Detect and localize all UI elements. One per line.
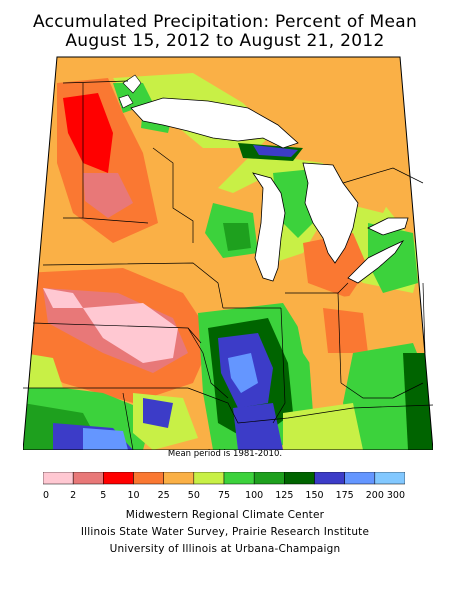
legend-tick-label: 5	[100, 490, 106, 501]
credit-line-2: Illinois State Water Survey, Prairie Res…	[80, 526, 370, 538]
legend-tick-label: 25	[158, 490, 170, 501]
legend-tick-label: 2	[70, 490, 76, 501]
credit-line-1: Midwestern Regional Climate Center	[125, 509, 325, 521]
lake-nipigon	[122, 74, 142, 94]
legend-swatch	[72, 472, 104, 485]
lake-superior	[130, 97, 299, 149]
legend-tick-label: 10	[127, 490, 139, 501]
legend-swatch	[223, 472, 255, 485]
legend-tick-label: 0	[43, 490, 49, 501]
legend-swatch	[103, 472, 134, 485]
lake-erie	[347, 240, 405, 284]
legend-swatch	[314, 472, 345, 485]
map-frame	[23, 56, 433, 450]
mean-period-note: Mean period is 1981-2010.	[167, 449, 283, 459]
legend-tick-label: 300	[387, 490, 405, 501]
color-legend: 0 2 5 10 25 50 75 100 125 150 175 200 300	[43, 472, 405, 501]
map-title: Accumulated Precipitation: Percent of Me…	[32, 12, 418, 32]
legend-swatch	[374, 472, 405, 485]
legend-tick-label: 200	[366, 490, 384, 501]
state-boundaries	[23, 80, 433, 450]
lake-of-woods	[118, 94, 134, 109]
legend-swatch	[163, 472, 195, 485]
legend-tick-label: 100	[245, 490, 263, 501]
legend-tick-label: 50	[188, 490, 200, 501]
legend-tick-label: 175	[336, 490, 354, 501]
legend-swatch	[253, 472, 285, 485]
precipitation-map	[23, 56, 433, 450]
legend-swatch	[193, 472, 225, 485]
map-subtitle: August 15, 2012 to August 21, 2012	[65, 31, 385, 51]
legend-swatch	[43, 472, 74, 485]
legend-swatch	[133, 472, 164, 485]
lake-ontario	[367, 217, 409, 236]
legend-tick-label: 150	[305, 490, 323, 501]
legend-tick-label: 75	[218, 490, 230, 501]
lake-michigan	[252, 172, 286, 282]
legend-swatch	[284, 472, 315, 485]
legend-tick-label: 125	[275, 490, 293, 501]
legend-swatch	[344, 472, 376, 485]
credit-line-3: University of Illinois at Urbana-Champai…	[109, 543, 341, 555]
